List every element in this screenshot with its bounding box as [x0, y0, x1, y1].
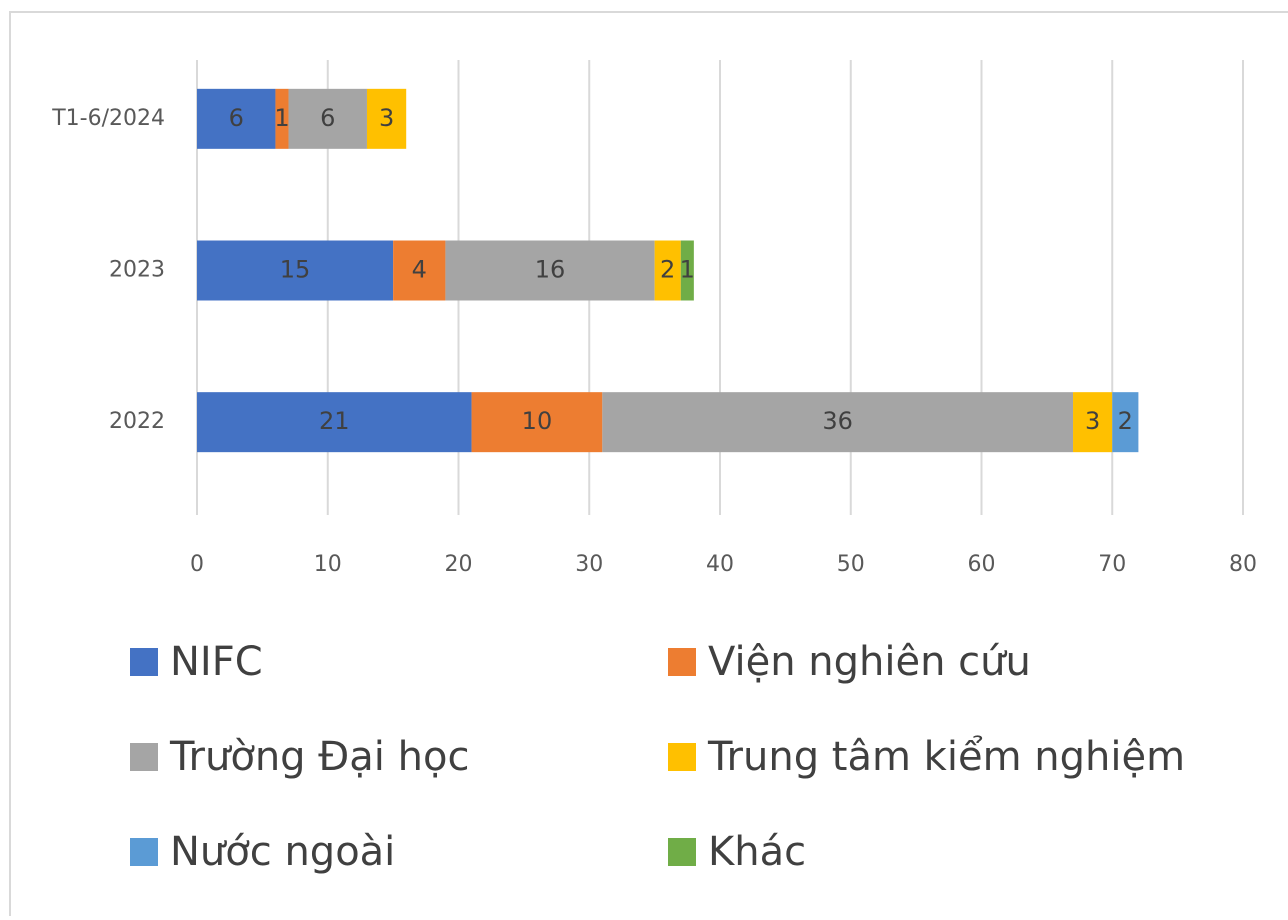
- bar-segment: [197, 240, 394, 301]
- data-label: 6: [320, 104, 335, 132]
- x-tick-label: 50: [837, 552, 865, 577]
- bar-segment: [680, 240, 694, 301]
- bar-segment: [654, 240, 681, 301]
- legend-swatch: [668, 743, 696, 771]
- legend-swatch: [130, 648, 158, 676]
- bar-segment: [1112, 392, 1139, 453]
- x-tick-label: 80: [1229, 552, 1257, 577]
- bar-segment: [602, 392, 1074, 453]
- bar-segment: [197, 88, 276, 149]
- bar-segment: [393, 240, 446, 301]
- data-label: 1: [680, 256, 695, 284]
- x-tick-label: 10: [314, 552, 342, 577]
- x-tick-label: 70: [1098, 552, 1126, 577]
- data-label: 3: [1085, 407, 1100, 435]
- data-label: 36: [822, 407, 853, 435]
- data-label: 10: [522, 407, 553, 435]
- data-label: 15: [280, 256, 311, 284]
- legend-swatch: [130, 743, 158, 771]
- legend-label: Trường Đại học: [169, 734, 469, 780]
- data-label: 1: [274, 104, 289, 132]
- bar-segment: [275, 88, 289, 149]
- x-tick-label: 30: [575, 552, 603, 577]
- bar-segment: [197, 392, 472, 453]
- x-tick-label: 20: [445, 552, 473, 577]
- y-tick-label: 2022: [109, 409, 165, 434]
- data-label: 3: [379, 104, 394, 132]
- y-tick-label: 2023: [109, 258, 165, 283]
- legend-swatch: [668, 648, 696, 676]
- legend-swatch: [668, 838, 696, 866]
- legend-label: Khác: [708, 829, 806, 875]
- data-label: 6: [229, 104, 244, 132]
- bar-segment: [366, 88, 407, 149]
- bar-segment: [288, 88, 367, 149]
- bar-segment: [1073, 392, 1113, 453]
- legend-label: Trung tâm kiểm nghiệm: [707, 734, 1185, 780]
- data-label: 4: [412, 256, 427, 284]
- x-tick-label: 40: [706, 552, 734, 577]
- x-tick-label: 60: [968, 552, 996, 577]
- data-label: 21: [319, 407, 350, 435]
- legend-label: Viện nghiên cứu: [708, 639, 1031, 685]
- data-label: 2: [660, 256, 675, 284]
- data-label: 16: [535, 256, 566, 284]
- y-tick-label: T1-6/2024: [51, 106, 165, 131]
- bar-segment: [445, 240, 655, 301]
- legend-label: Nước ngoài: [170, 829, 395, 875]
- bar-segment: [471, 392, 603, 453]
- chart-border: [9, 11, 1288, 920]
- x-tick-label: 0: [190, 552, 204, 577]
- legend-swatch: [130, 838, 158, 866]
- data-label: 2: [1118, 407, 1133, 435]
- legend-label: NIFC: [170, 639, 263, 685]
